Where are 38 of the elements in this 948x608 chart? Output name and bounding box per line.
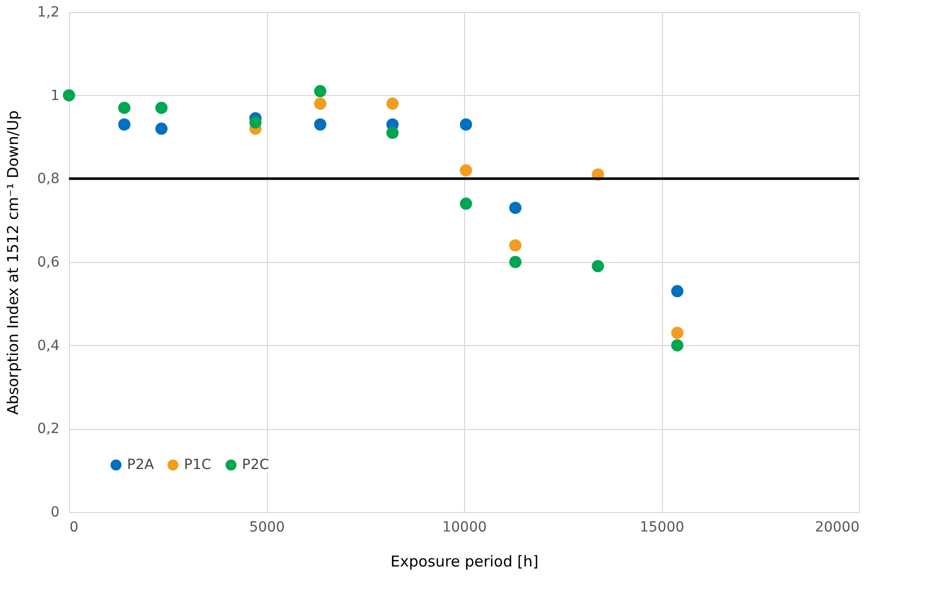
y-tick-label: 0,8 bbox=[37, 171, 60, 188]
y-tick-label: 1,2 bbox=[37, 4, 60, 20]
y-tick-label: 0,6 bbox=[37, 254, 60, 270]
legend-label: P2A bbox=[127, 457, 154, 473]
x-tick-label: 5000 bbox=[249, 520, 285, 536]
y-tick-label: 0,2 bbox=[37, 421, 60, 438]
point bbox=[155, 122, 168, 135]
point bbox=[671, 285, 684, 298]
point bbox=[460, 164, 472, 176]
y-axis-title: Absorption Index at 1512 cm⁻¹ Down/Up bbox=[4, 110, 22, 415]
x-tick-label: 20000 bbox=[814, 520, 860, 536]
legend-label: P2C bbox=[242, 457, 270, 473]
y-tick-label: 1 bbox=[50, 88, 60, 104]
y-tick-label: 0 bbox=[50, 504, 60, 520]
point bbox=[460, 118, 472, 131]
point bbox=[592, 260, 604, 272]
x-axis-title: Exposure period [h] bbox=[390, 552, 538, 570]
point bbox=[509, 239, 522, 252]
point bbox=[155, 102, 168, 114]
point bbox=[249, 116, 262, 129]
point bbox=[671, 326, 684, 339]
x-tick-label: 0 bbox=[70, 520, 78, 536]
point bbox=[386, 98, 399, 110]
point bbox=[118, 118, 130, 131]
point bbox=[314, 98, 326, 110]
point bbox=[460, 198, 472, 210]
point bbox=[62, 89, 76, 102]
point bbox=[509, 202, 522, 214]
point bbox=[386, 126, 399, 139]
point bbox=[671, 339, 684, 352]
point bbox=[509, 256, 522, 268]
point bbox=[118, 102, 130, 114]
legend-label: P1C bbox=[184, 457, 212, 473]
y-tick-label: 0,4 bbox=[37, 338, 60, 354]
point bbox=[314, 118, 326, 131]
point bbox=[314, 85, 326, 98]
x-tick-label: 15000 bbox=[640, 520, 684, 536]
x-tick-label: 10000 bbox=[442, 520, 487, 536]
